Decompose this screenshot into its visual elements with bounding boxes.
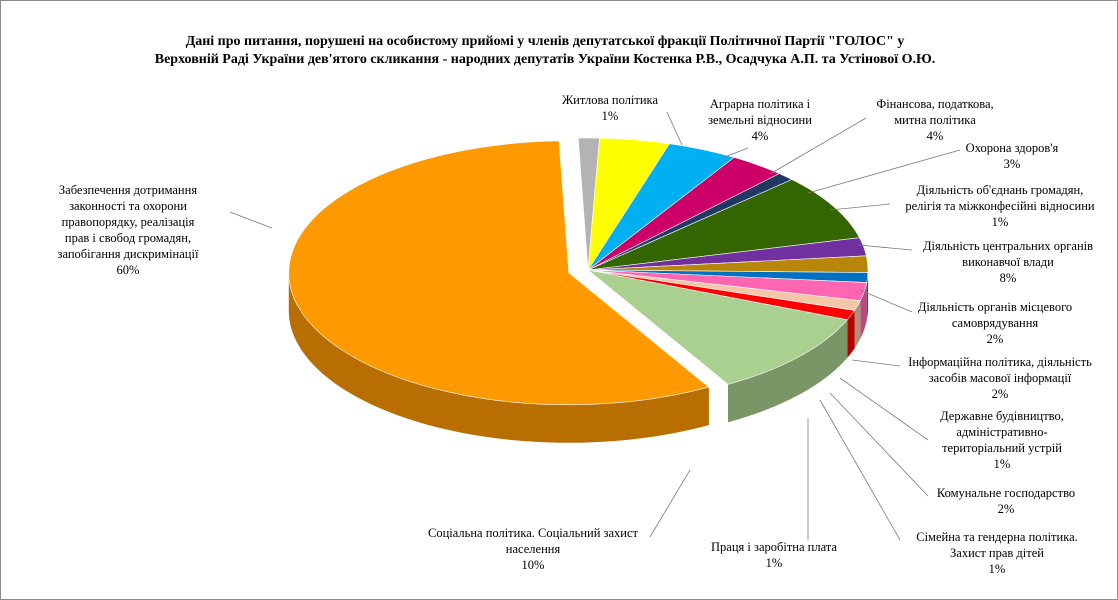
chart-title: Дані про питання, порушені на особистому…: [155, 34, 936, 67]
pie-tops: [288, 137, 869, 406]
slice-label-name-line: Аграрна політика і: [710, 97, 811, 111]
slice-label-agrarna: Аграрна політика і земельні відносини 4%: [708, 97, 812, 143]
leader-line-informatsiina: [851, 359, 901, 367]
slice-label-tsentralni: Діяльність центральних органів виконавчої…: [923, 239, 1093, 285]
leader-line-sotsialna: [649, 469, 691, 538]
slice-label-name-line: Сімейна та гендерна політика.: [916, 530, 1078, 544]
leader-lines: [229, 111, 961, 541]
slice-zakonnist: [288, 140, 710, 406]
leader-line-komunalne: [829, 392, 929, 497]
slice-label-percent: 1%: [602, 109, 619, 123]
slice-tsentralni: [587, 179, 860, 271]
leader-line-zakonnist: [229, 211, 273, 229]
slice-label-percent: 4%: [927, 129, 944, 143]
slice-label-obiednannia: Діяльність об'єднань громадян, релігія та…: [905, 183, 1095, 229]
slice-label-name-line: Діяльність органів місцевого: [918, 300, 1072, 314]
slice-label-name-line: Комунальне господарство: [937, 486, 1075, 500]
slice-label-name-line: прав і свобод громадян,: [65, 231, 191, 245]
slice-side-simeina: [854, 300, 861, 349]
slice-label-name-line: Соціальна політика. Соціальний захист: [428, 526, 639, 540]
slice-label-name-line: митна політика: [894, 113, 976, 127]
slice-label-zdorovia: Охорона здоров'я 3%: [966, 141, 1059, 171]
slice-label-percent: 1%: [766, 556, 783, 570]
slice-label-name-line: земельні відносини: [708, 113, 812, 127]
slice-label-derzhavne: Державне будівництво, адміністративно-тер…: [940, 409, 1064, 471]
slice-label-informatsiina: Інформаційна політика, діяльність засобів…: [908, 355, 1092, 401]
slice-label-percent: 60%: [117, 263, 140, 277]
slice-label-name-line: виконавчої влади: [962, 255, 1054, 269]
slice-label-sotsialna: Соціальна політика. Соціальний захист нас…: [428, 526, 639, 572]
slice-label-percent: 8%: [1000, 271, 1017, 285]
leader-line-simeina: [819, 399, 901, 541]
slice-label-name-line: Захист прав дітей: [950, 546, 1044, 560]
leader-line-zdorovia: [807, 149, 961, 194]
leader-line-zhytlova: [666, 111, 683, 146]
leader-line-derzhavne: [839, 377, 929, 441]
slice-label-zhytlova: Житлова політика 1%: [562, 93, 658, 123]
slice-label-name-line: Інформаційна політика, діяльність: [908, 355, 1092, 369]
slice-label-simeina: Сімейна та гендерна політика. Захист прав…: [916, 530, 1078, 576]
slice-label-percent: 10%: [522, 558, 545, 572]
slice-label-mistsevi: Діяльність органів місцевого самоврядуван…: [918, 300, 1072, 346]
leader-line-mistsevi: [859, 289, 913, 313]
slice-label-name-line: Фінансова, податкова,: [876, 97, 993, 111]
slice-side-sotsialna: [728, 319, 848, 423]
slice-label-percent: 1%: [989, 562, 1006, 576]
slice-label-name-line: релігія та міжконфесійні відносини: [905, 199, 1095, 213]
slice-label-name-line: Державне будівництво,: [940, 409, 1064, 423]
slice-label-name-line: Праця і заробітна плата: [711, 540, 837, 554]
slice-label-percent: 1%: [992, 215, 1009, 229]
slice-side-zakonnist: [288, 272, 709, 443]
slice-label-pratsia: Праця і заробітна плата 1%: [711, 540, 837, 570]
slice-label-komunalne: Комунальне господарство 2%: [937, 486, 1075, 516]
slice-label-name-line: Житлова політика: [562, 93, 658, 107]
slice-label-zakonnist: Забезпечення дотримання законності та охо…: [58, 183, 199, 277]
leader-line-obiednannia: [829, 203, 891, 211]
slice-side-derzhavne: [866, 272, 868, 321]
slice-label-name-line: запобігання дискримінації: [58, 247, 199, 261]
slice-label-name-line: населення: [506, 542, 561, 556]
slice-side-pratsia: [847, 310, 855, 358]
slice-label-name-line: правопорядку, реалізація: [62, 215, 195, 229]
slice-label-name-line: адміністративно-: [956, 425, 1047, 439]
slice-label-name-line: законності та охорони: [69, 199, 187, 213]
chart-title-line-2: Верховній Раді України дев'ятого скликан…: [155, 52, 936, 67]
leader-line-finansova: [769, 117, 867, 175]
leader-line-agrarna: [721, 147, 749, 159]
slice-label-percent: 3%: [1004, 157, 1021, 171]
slice-label-name-line: засобів масової інформації: [929, 371, 1072, 385]
slice-label-percent: 2%: [998, 502, 1015, 516]
slice-label-name-line: Охорона здоров'я: [966, 141, 1059, 155]
chart-title-line-1: Дані про питання, порушені на особистому…: [186, 34, 905, 49]
slice-labels: Житлова політика 1% Аграрна політика і земе…: [58, 93, 1095, 576]
slice-label-percent: 4%: [752, 129, 769, 143]
slice-label-percent: 2%: [987, 332, 1004, 346]
slice-label-name-line: Діяльність центральних органів: [923, 239, 1093, 253]
slice-label-name-line: територіальний устрій: [942, 441, 1062, 455]
slice-sotsialna: [587, 269, 848, 385]
slice-label-name-line: самоврядування: [952, 316, 1039, 330]
slice-label-finansova: Фінансова, податкова, митна політика 4%: [876, 97, 993, 143]
slice-side-komunalne: [860, 282, 867, 339]
leader-line-tsentralni: [857, 244, 913, 251]
slice-label-name-line: Діяльність об'єднань громадян,: [917, 183, 1084, 197]
slice-label-name-line: Забезпечення дотримання: [59, 183, 197, 197]
slice-label-percent: 2%: [992, 387, 1009, 401]
slice-label-percent: 1%: [994, 457, 1011, 471]
